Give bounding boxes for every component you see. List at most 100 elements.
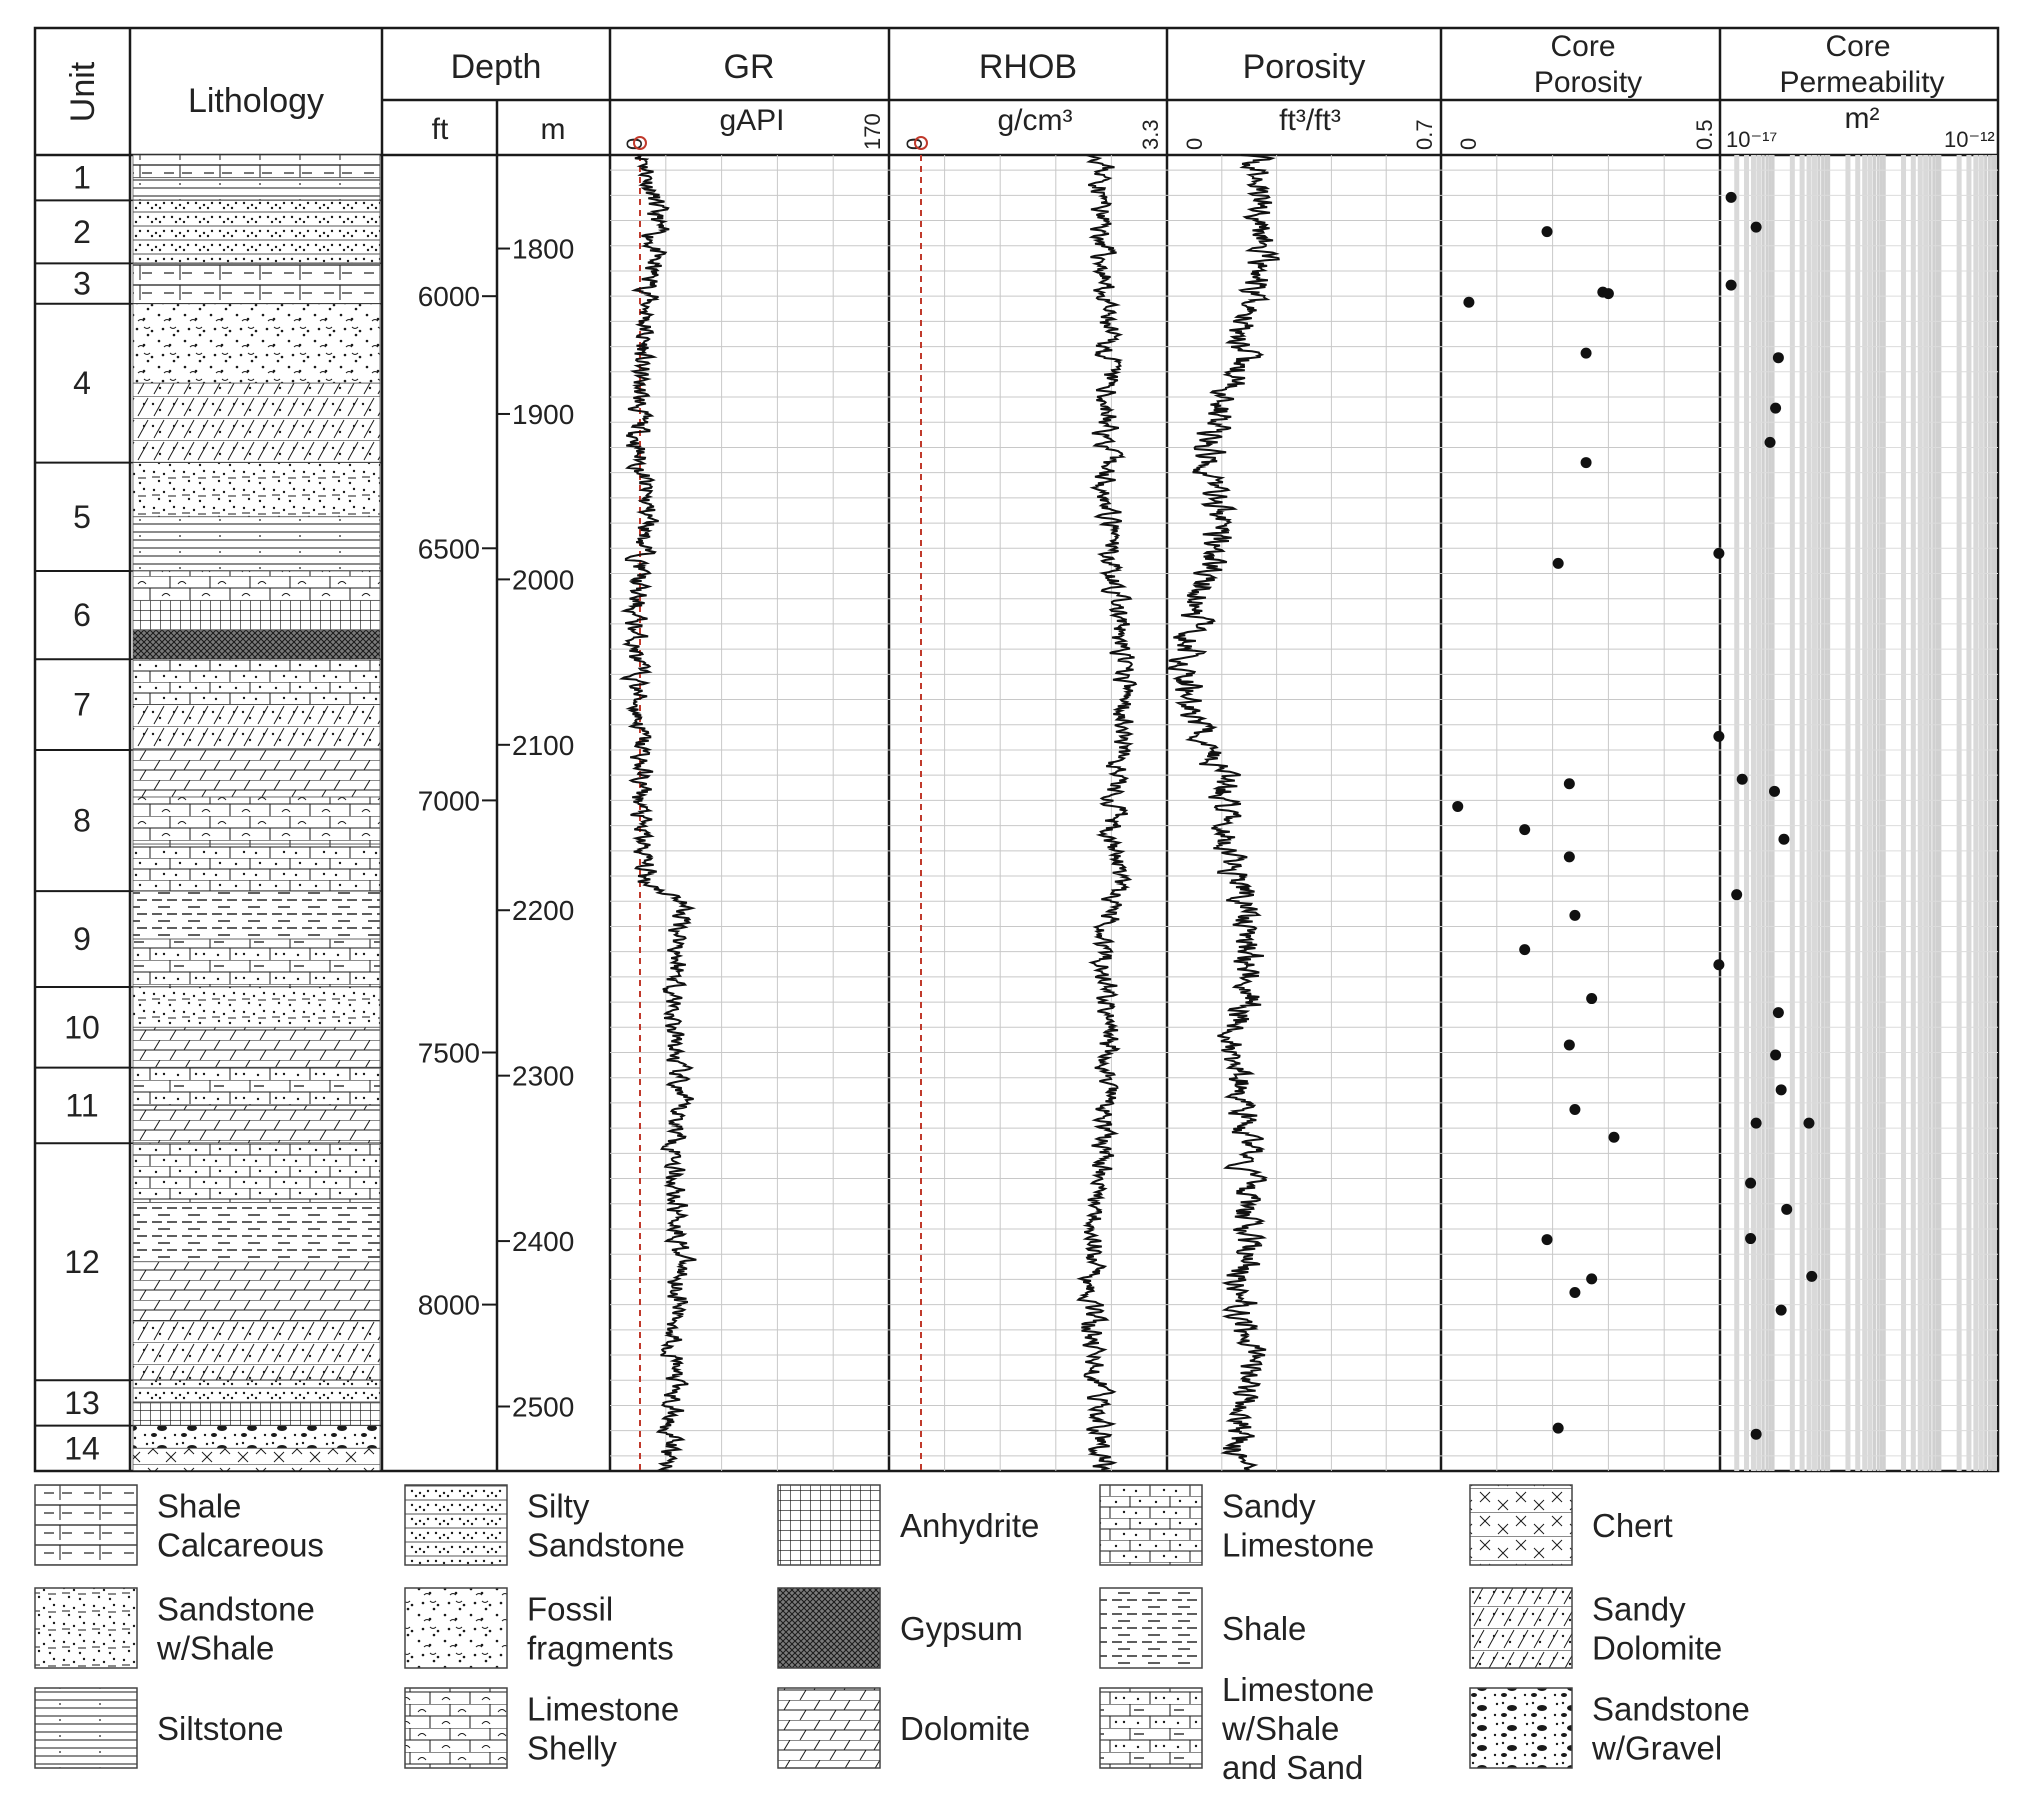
legend-label: Limestone (1222, 1527, 1374, 1564)
legend-swatch-sandstone-shale (34, 1587, 138, 1669)
legend-label: Limestone (527, 1691, 679, 1728)
ft-tick-label: 6500 (418, 533, 480, 564)
legend-label: Silty (527, 1488, 590, 1525)
litho-segment-limestone-shale-sand (132, 1067, 381, 1106)
ft-tick-label: 8000 (418, 1290, 480, 1321)
legend-label: Calcareous (157, 1527, 324, 1564)
core-porosity-header-1: Core (1550, 30, 1615, 63)
core-porosity-point (1569, 1287, 1581, 1299)
m-tick-label: 2100 (512, 730, 574, 761)
porosity-curve (1167, 154, 1280, 1472)
m-tick-label: 2400 (512, 1226, 574, 1257)
unit-label: 9 (73, 921, 91, 957)
core-perm-point (1764, 436, 1776, 448)
panel-frame (33, 26, 2000, 1473)
legend-label: w/Shale (1221, 1710, 1339, 1747)
core-perm-point (1745, 1233, 1757, 1245)
litho-segment-dolomite (132, 1026, 381, 1069)
legend-swatch-chert (1469, 1484, 1573, 1566)
litho-segment-sandstone-shale (132, 986, 381, 1028)
depth-column: 6000 6500 7000 7500 8000 1800 1900 2000 2100 2200… (418, 234, 575, 1423)
core-porosity-point (1569, 1103, 1581, 1115)
legend-swatch-anhydrite (777, 1484, 881, 1566)
litho-segment-sandy-dolomite (132, 1320, 381, 1381)
core-perm-point (1772, 1007, 1784, 1019)
porosity-header: Porosity (1243, 48, 1366, 86)
core-perm-point (1713, 547, 1725, 559)
unit-label: 3 (73, 266, 91, 302)
core-perm-point (1781, 1203, 1793, 1215)
litho-segment-anhydrite (132, 599, 381, 631)
core-perm-point (1745, 1177, 1757, 1189)
litho-segment-sandstone-shale (132, 462, 381, 518)
core-perm-point (1778, 833, 1790, 845)
m-tick-label: 2300 (512, 1061, 574, 1092)
litho-segment-silty-sandstone (132, 199, 381, 264)
ft-tick-label: 7500 (418, 1038, 480, 1069)
gr-max: 170 (860, 113, 885, 150)
unit-label: 6 (73, 597, 91, 633)
depth-ft-header: ft (432, 113, 449, 146)
ft-tick-label: 6000 (418, 281, 480, 312)
core-porosity-point (1563, 851, 1575, 863)
core-perm-point (1731, 889, 1743, 901)
legend-label: Dolomite (900, 1710, 1030, 1747)
core-porosity-point (1586, 1273, 1598, 1285)
unit-label: 11 (65, 1087, 98, 1123)
unit-header: Unit (64, 61, 102, 122)
litho-segment-shale (132, 1202, 381, 1263)
unit-label: 4 (73, 365, 91, 401)
unit-label: 14 (64, 1430, 100, 1466)
core-perm-point (1750, 1117, 1762, 1129)
core-porosity-point (1602, 288, 1614, 300)
litho-segment-dolomite (132, 1261, 381, 1322)
core-perm-point (1713, 959, 1725, 971)
litho-segment-shale-calc (132, 154, 381, 179)
legend-label: Sandy (1222, 1488, 1316, 1525)
core-perm-point (1725, 191, 1737, 203)
rhob-max: 3.3 (1138, 119, 1163, 150)
core-perm-point (1768, 785, 1780, 797)
core-porosity-point (1569, 909, 1581, 921)
unit-label: 2 (73, 214, 91, 250)
column-headers: Unit Lithology Depth ft m GR gAPI 0 170 … (64, 30, 1995, 152)
litho-segment-gypsum (132, 629, 381, 660)
core-perm-max: 10⁻¹² (1944, 127, 1995, 152)
core-perm-point (1750, 221, 1762, 233)
m-tick-label: 2200 (512, 895, 574, 926)
legend-label: w/Gravel (1591, 1730, 1722, 1767)
legend-label: Shale (1222, 1610, 1306, 1647)
litho-segment-sandy-dolomite (132, 704, 381, 751)
porosity-min: 0 (1182, 138, 1207, 150)
core-perm-point (1770, 402, 1782, 414)
core-perm-unit: m² (1845, 102, 1880, 135)
legend-swatch-shale (1099, 1587, 1203, 1669)
rhob-curve (1076, 154, 1138, 1472)
unit-label: 1 (73, 160, 91, 196)
core-perm-point (1725, 279, 1737, 291)
litho-segment-limestone-shelly (132, 796, 381, 845)
legend-swatch-sandstone-gravel (1469, 1687, 1573, 1769)
legend-label: Anhydrite (900, 1507, 1039, 1544)
unit-label: 12 (64, 1244, 100, 1280)
rhob-unit: g/cm³ (998, 104, 1073, 137)
legend-swatch-sandy-limestone (1099, 1484, 1203, 1566)
litho-segment-sandstone-gravel (132, 1425, 381, 1449)
legend-label: Shelly (527, 1730, 617, 1767)
core-perm-point (1803, 1117, 1815, 1129)
core-perm-point (1806, 1270, 1818, 1282)
legend-label: Shale (157, 1488, 241, 1525)
lithology-column (130, 154, 382, 1472)
litho-segment-sandy-limestone (132, 658, 381, 705)
litho-segment-limestone-shelly (132, 570, 381, 601)
core-perm-point (1775, 1304, 1787, 1316)
core-porosity-point (1580, 347, 1592, 359)
core-porosity-point (1541, 226, 1553, 238)
legend-swatch-limestone-shelly (404, 1687, 508, 1769)
litho-segment-dolomite (132, 1105, 381, 1144)
m-tick-label: 1900 (512, 399, 574, 430)
core-porosity-point (1552, 1422, 1564, 1434)
unit-label: 8 (73, 803, 91, 839)
